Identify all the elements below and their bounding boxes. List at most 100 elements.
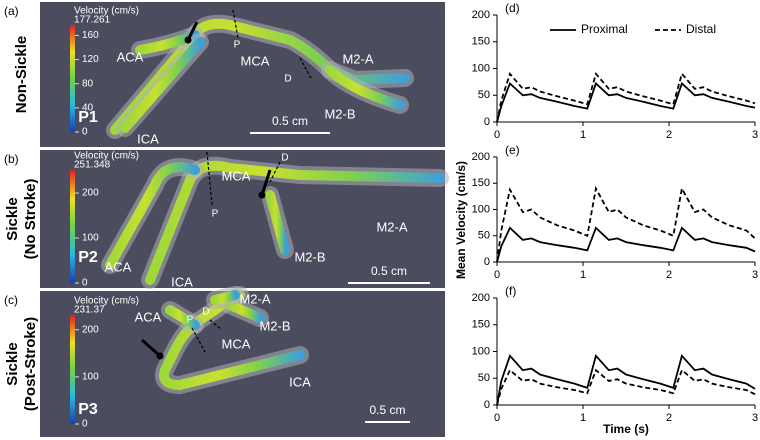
arrow-head <box>258 191 266 199</box>
probe-label: P <box>234 40 241 51</box>
colorbar-tick-label: 40 <box>82 102 94 113</box>
vessel-flow <box>265 190 290 255</box>
group-label: Non-Sickle <box>13 36 30 114</box>
probe-label: D <box>202 307 209 318</box>
probe-line <box>269 161 281 183</box>
y-tick-label: 150 <box>472 319 490 331</box>
arrow <box>260 169 272 196</box>
colorbar-tick-label: 80 <box>82 78 94 89</box>
x-tick-label: 2 <box>666 412 672 424</box>
colorbar-title: Velocity (cm/s) <box>74 296 139 307</box>
vessel-label: M2-A <box>376 219 407 234</box>
colorbar-title: Velocity (cm/s) <box>74 151 139 162</box>
y-tick-label: 50 <box>478 230 490 242</box>
vessel-label: MCA <box>222 168 251 183</box>
y-tick-label: 0 <box>484 399 490 411</box>
vessel-flow <box>145 160 445 285</box>
scale-label: 0.5 cm <box>272 114 308 128</box>
vessel-label: MCA <box>222 336 251 351</box>
vessel-label: ICA <box>171 274 193 289</box>
colorbar-tick-label: 200 <box>82 324 99 335</box>
y-axis-title: Mean Velocity (cm/s) <box>454 161 468 279</box>
colorbar <box>70 25 75 132</box>
x-tick-label: 1 <box>580 412 586 424</box>
vessel-label: ACA <box>135 309 162 324</box>
arrow-head <box>184 36 192 44</box>
chart-label: (f) <box>505 284 516 298</box>
patient-label: P2 <box>78 249 98 266</box>
vessel-label: M2-A <box>342 51 373 66</box>
colorbar-tick-label: 100 <box>82 233 99 244</box>
probe-label: D <box>284 74 291 85</box>
group-label: (No Stroke) <box>22 179 39 260</box>
legend-label: Distal <box>686 22 716 36</box>
x-tick-label: 3 <box>752 269 758 281</box>
vessel-flow <box>325 65 405 110</box>
vessel-flow <box>210 290 240 305</box>
scale-label: 0.5 cm <box>369 403 405 417</box>
patient-label: P3 <box>78 401 98 418</box>
group-label: Sickle <box>4 197 21 240</box>
vessel-flow <box>225 300 265 323</box>
patient-label: P1 <box>78 109 98 126</box>
vessel-label: ACA <box>105 259 132 274</box>
colorbar-tick-label: 0 <box>82 419 88 430</box>
x-tick-label: 2 <box>666 129 672 141</box>
arrow <box>141 338 161 358</box>
series-line <box>496 81 756 123</box>
y-tick-label: 200 <box>472 292 490 304</box>
probe-line <box>206 151 213 206</box>
render-panel: ACA MCA ICA M2-A M2-B P D 0.5 cm P2 Velocity (cm/… <box>70 151 449 289</box>
vessel-label: M2-B <box>324 106 355 121</box>
y-tick-label: 100 <box>472 203 490 215</box>
y-tick-label: 150 <box>472 177 490 189</box>
arrow-head <box>156 352 164 360</box>
probe-label: D <box>281 153 288 164</box>
colorbar-tick-label: 120 <box>82 54 99 65</box>
colorbar-max: 231.37 <box>74 305 105 316</box>
colorbar <box>70 315 75 424</box>
panel-label: (c) <box>4 293 18 307</box>
y-tick-label: 100 <box>472 345 490 357</box>
vessel-label: M2-B <box>259 318 290 333</box>
x-tick-label: 0 <box>494 412 500 424</box>
series-line <box>496 368 756 406</box>
colorbar-max: 251.348 <box>74 160 111 171</box>
vessel-label: ICA <box>289 374 311 389</box>
vessel-label: MCA <box>241 53 270 68</box>
x-tick-label: 1 <box>580 269 586 281</box>
colorbar-tick-label: 200 <box>82 188 99 199</box>
colorbar <box>70 170 75 283</box>
scale-label: 0.5 cm <box>371 264 407 278</box>
y-tick-label: 50 <box>478 372 490 384</box>
x-tick-label: 0 <box>494 269 500 281</box>
vessel-label: M2-A <box>239 291 270 306</box>
x-tick-label: 1 <box>580 129 586 141</box>
y-tick-label: 200 <box>472 151 490 163</box>
vessel-flow <box>165 305 200 330</box>
x-tick-label: 0 <box>494 129 500 141</box>
x-tick-label: 3 <box>752 129 758 141</box>
x-tick-label: 3 <box>752 412 758 424</box>
render-panel: ACA MCA ICA M2-A M2-B P D 0.5 cm P1 Velocity (cm/… <box>70 6 414 146</box>
colorbar-tick-label: 100 <box>82 372 99 383</box>
probe-label: P <box>187 315 194 326</box>
group-label: Sickle <box>4 342 21 385</box>
vessel-flow <box>105 162 200 270</box>
x-axis-title: Time (s) <box>603 422 649 436</box>
vessel-label: ACA <box>117 49 144 64</box>
panel-label: (a) <box>4 4 19 18</box>
series-line <box>496 185 756 263</box>
colorbar-title: Velocity (cm/s) <box>74 6 139 17</box>
colorbar-tick-label: 0 <box>82 278 88 289</box>
panel-label: (b) <box>4 152 19 166</box>
group-label: (Post-Stroke) <box>22 317 39 411</box>
colorbar-max: 177.261 <box>74 15 111 26</box>
vessel-label: ICA <box>137 131 159 146</box>
chart-label: (d) <box>505 1 520 15</box>
probe-line <box>209 319 223 331</box>
chart-label: (e) <box>505 143 520 157</box>
colorbar-tick-label: 0 <box>82 127 88 138</box>
legend-label: Proximal <box>581 22 628 36</box>
